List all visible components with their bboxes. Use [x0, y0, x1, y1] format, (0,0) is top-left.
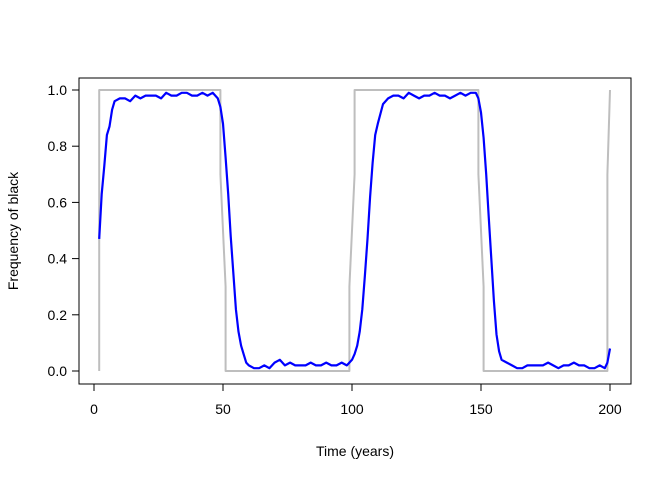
y-axis: 0.0 0.2 0.4 0.6 0.8 1.0 [48, 82, 80, 379]
y-tick-label: 0.4 [48, 251, 68, 267]
x-tick-label: 100 [340, 401, 364, 417]
series-line-blue [98, 91, 612, 370]
x-axis-label: Time (years) [316, 443, 394, 459]
y-tick-label: 0.2 [48, 307, 68, 323]
x-tick-label: 200 [598, 401, 622, 417]
x-tick-label: 0 [90, 401, 98, 417]
y-tick-label: 0.6 [48, 194, 68, 210]
y-tick-label: 0.0 [48, 363, 68, 379]
series-line-grey [98, 89, 611, 372]
x-tick-label: 150 [469, 401, 493, 417]
y-tick-label: 0.8 [48, 138, 68, 154]
x-axis: 0 50 100 150 200 [90, 383, 622, 417]
y-axis-label: Frequency of black [5, 171, 21, 290]
x-tick-label: 50 [215, 401, 231, 417]
series-layer [98, 89, 612, 372]
y-tick-label: 1.0 [48, 82, 68, 98]
